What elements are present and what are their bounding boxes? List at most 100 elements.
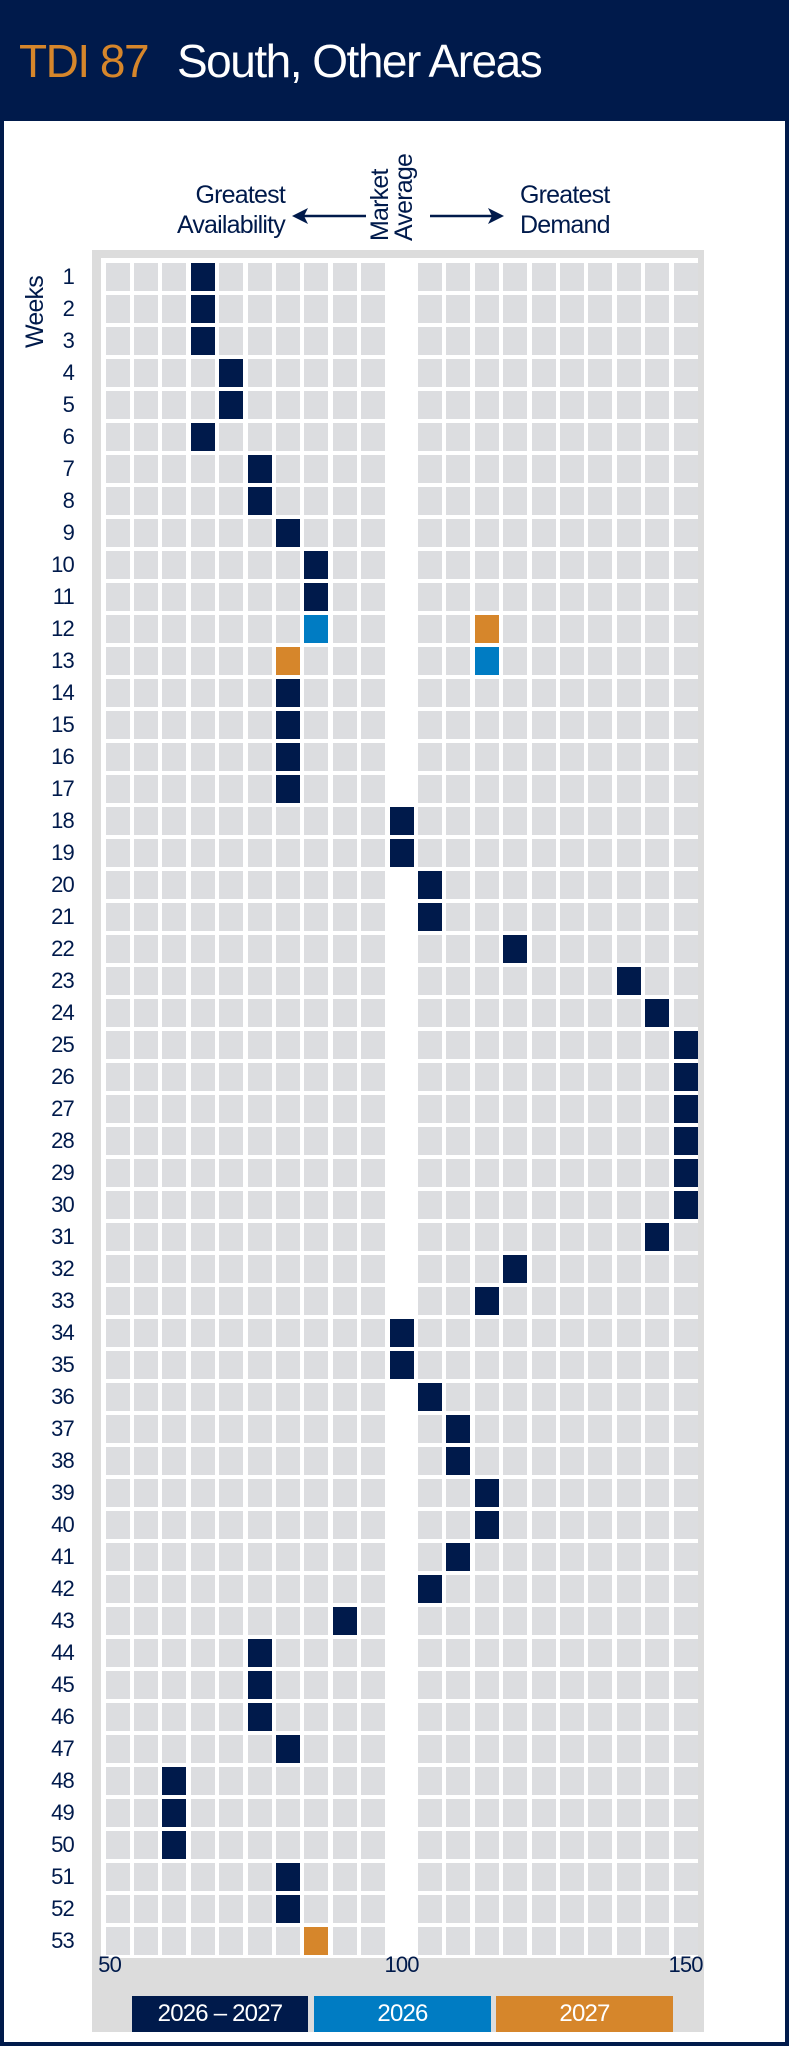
grid-cell [531,967,556,995]
grid-cell [474,1831,499,1859]
grid-cell [474,1127,499,1155]
grid-cell [446,1575,471,1603]
week-label: 6 [62,424,75,449]
grid-cell [332,871,357,899]
grid-cell [503,295,528,323]
data-mark [276,711,300,739]
data-mark [304,615,329,643]
data-mark [418,1383,442,1411]
grid-cell [247,1255,272,1283]
grid-cell [162,839,187,867]
grid-cell [304,1799,329,1827]
grid-cell [418,967,442,995]
grid-cell [105,1575,130,1603]
grid-cell [304,1447,329,1475]
market-average-cell [389,1799,414,1827]
data-mark [276,743,300,771]
grid-cell [418,423,442,451]
grid-cell [616,1895,641,1923]
grid-cell [616,1287,641,1315]
week-label: 33 [51,1288,75,1313]
grid-cell [304,263,329,291]
grid-cell [105,903,130,931]
grid-cell [134,1543,158,1571]
grid-cell [446,1287,471,1315]
week-label: 34 [51,1320,75,1345]
data-mark [673,1159,698,1187]
grid-cell [673,1319,698,1347]
grid-cell [588,1607,613,1635]
grid-cell [588,423,613,451]
grid-cell [474,1767,499,1795]
grid-cell [162,1063,187,1091]
grid-cell [247,423,272,451]
grid-cell [190,871,215,899]
grid-cell [446,1383,471,1411]
grid-cell [190,1799,215,1827]
grid-cell [673,1415,698,1443]
week-label: 53 [51,1928,75,1953]
grid-cell [219,1415,244,1443]
grid-cell [134,1895,158,1923]
grid-cell [276,1255,300,1283]
market-average-cell [389,1095,414,1123]
week-label: 26 [51,1064,75,1089]
grid-cell [446,1863,471,1891]
grid-cell [446,679,471,707]
market-average-cell [389,1255,414,1283]
grid-cell [219,455,244,483]
grid-cell [645,1511,670,1539]
legend-item: 2026 [314,1996,491,2032]
grid-cell [219,551,244,579]
grid-cell [105,1703,130,1731]
grid-cell [645,423,670,451]
grid-cell [304,1895,329,1923]
grid-cell [162,1319,187,1347]
grid-cell [673,583,698,611]
grid-cell [418,1223,442,1251]
grid-cell [673,1287,698,1315]
grid-cell [588,1063,613,1091]
grid-cell [105,1767,130,1795]
grid-cell [616,487,641,515]
grid-cell [134,1191,158,1219]
week-label: 40 [51,1512,75,1537]
grid-cell [588,1639,613,1667]
grid-cell [560,1255,584,1283]
grid-cell [304,1319,329,1347]
grid-cell [560,519,584,547]
grid-cell [219,1575,244,1603]
grid-cell [332,1031,357,1059]
grid-cell [588,1383,613,1411]
grid-cell [134,1639,158,1667]
grid-cell [474,1255,499,1283]
grid-cell [673,1703,698,1731]
grid-cell [531,327,556,355]
week-label: 24 [51,1000,75,1025]
grid-cell [105,1511,130,1539]
grid-cell [645,1255,670,1283]
grid-cell [588,1031,613,1059]
grid-cell [645,1831,670,1859]
data-mark [162,1831,187,1859]
grid-cell [162,775,187,803]
grid-cell [247,1511,272,1539]
grid-cell [190,935,215,963]
grid-cell [304,1607,329,1635]
grid-cell [332,775,357,803]
grid-cell [332,999,357,1027]
grid-cell [645,327,670,355]
grid-cell [361,1511,386,1539]
grid-cell [332,1735,357,1763]
data-mark [276,679,300,707]
grid-cell [304,1255,329,1283]
grid-cell [247,1287,272,1315]
grid-cell [134,1159,158,1187]
grid-cell [418,1159,442,1187]
label-line: Average [390,153,418,241]
grid-cell [531,1863,556,1891]
grid-cell [531,1703,556,1731]
grid-cell [531,1607,556,1635]
grid-cell [503,775,528,803]
grid-cell [673,935,698,963]
